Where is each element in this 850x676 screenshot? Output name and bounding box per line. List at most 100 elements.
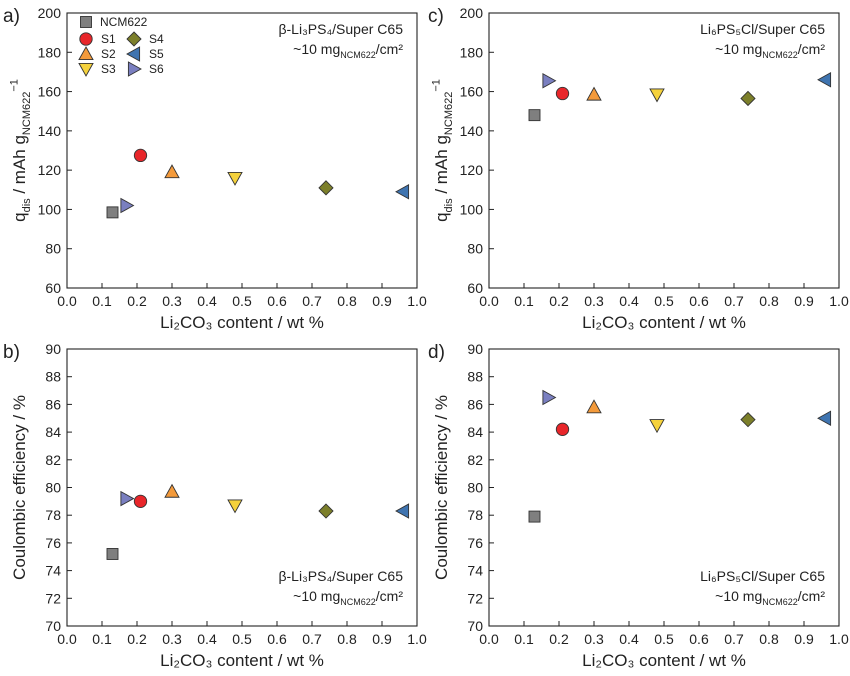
legend-marker	[127, 61, 142, 77]
annotation-line: Li₆PS₅Cl/Super C65	[700, 21, 825, 37]
x-tick-label: 0.8	[337, 293, 357, 309]
x-tick-label: 0.3	[162, 631, 182, 647]
data-point-s6	[120, 197, 135, 214]
x-tick-label: 0.7	[724, 293, 744, 309]
data-point-s1	[555, 422, 570, 436]
y-tick-label: 120	[38, 162, 62, 178]
panel-letter: c)	[428, 6, 444, 27]
x-tick-label: 0.6	[689, 293, 709, 309]
legend-label: NCM622	[100, 15, 148, 29]
y-tick-label: 90	[467, 341, 483, 357]
data-point-s4	[318, 180, 334, 196]
annotation-line: Li₆PS₅Cl/Super C65	[700, 568, 825, 584]
x-tick-label: 0.3	[584, 293, 604, 309]
y-tick-label: 140	[38, 123, 62, 139]
y-tick-label: 72	[467, 590, 483, 606]
data-point-s6	[120, 490, 135, 507]
data-point-ncm622	[106, 206, 119, 219]
x-tick-label: 0.3	[584, 631, 604, 647]
panel-letter: a)	[3, 6, 20, 27]
data-point-s5	[817, 410, 832, 427]
y-axis-label: qdis​ / mAh gNCM622​−1​	[430, 79, 455, 222]
y-tick-label: 72	[45, 590, 61, 606]
y-tick-label: 86	[467, 396, 483, 412]
data-point-s2	[586, 399, 602, 414]
x-tick-label: 0.9	[372, 293, 392, 309]
x-axis-label: Li₂CO₃ content / wt %	[160, 651, 324, 670]
x-tick-label: 0.2	[549, 293, 569, 309]
data-point-s1	[133, 494, 148, 508]
y-tick-label: 200	[38, 5, 62, 21]
y-axis-label: Coulombic efficiency / %	[10, 395, 29, 580]
data-point-ncm622	[528, 109, 541, 122]
data-point-s5	[395, 503, 410, 519]
x-tick-label: 0.2	[127, 293, 147, 309]
x-tick-label: 0.7	[302, 293, 322, 309]
data-point-s5	[817, 72, 832, 88]
legend-marker	[78, 62, 94, 77]
x-tick-label: 0.4	[619, 293, 639, 309]
y-tick-label: 78	[467, 507, 483, 523]
legend-marker	[126, 31, 142, 47]
y-tick-label: 74	[45, 563, 61, 579]
y-tick-label: 82	[467, 452, 483, 468]
x-tick-label: 0.1	[514, 631, 534, 647]
legend-label: S2	[101, 47, 116, 61]
panel-c: 0.0 0.1 0.2 0.3 0.4 0.5 0.6 0.7 0.8 0.9 1.0 60 80 100…	[428, 5, 849, 332]
y-tick-label: 88	[45, 369, 61, 385]
plot-frame	[488, 348, 840, 627]
y-tick-label: 60	[45, 280, 61, 296]
x-tick-label: 0.5	[232, 631, 252, 647]
x-tick-label: 0.6	[267, 631, 287, 647]
y-tick-label: 160	[460, 84, 484, 100]
x-tick-label: 0.5	[654, 631, 674, 647]
x-tick-label: 0.9	[794, 631, 814, 647]
x-tick-label: 0.4	[197, 293, 217, 309]
x-tick-label: 0.6	[267, 293, 287, 309]
data-point-s4	[740, 90, 756, 107]
legend-label: S3	[101, 62, 116, 76]
data-point-s2	[586, 86, 602, 101]
panel-d: 0.0 0.1 0.2 0.3 0.4 0.5 0.6 0.7 0.8 0.9 1.0 70 72 74 7…	[428, 341, 849, 670]
x-tick-label: 1.0	[407, 293, 427, 309]
y-tick-label: 180	[38, 44, 62, 60]
annotation-line: ~10 mgNCM622​/cm²	[293, 41, 403, 60]
x-tick-label: 0.1	[514, 293, 534, 309]
x-tick-label: 1.0	[407, 631, 427, 647]
y-tick-label: 180	[460, 44, 484, 60]
legend-marker	[80, 16, 92, 28]
panel-letter: d)	[428, 342, 445, 363]
y-tick-label: 76	[45, 535, 61, 551]
x-tick-label: 0.2	[127, 631, 147, 647]
legend-marker	[79, 32, 93, 46]
legend-label: S6	[149, 62, 164, 76]
x-tick-label: 0.8	[759, 293, 779, 309]
legend-label: S5	[149, 47, 164, 61]
x-tick-label: 0.2	[549, 631, 569, 647]
panel-letter: b)	[3, 342, 20, 363]
x-tick-label: 0.1	[92, 293, 112, 309]
data-point-s2	[164, 164, 180, 179]
x-axis-label: Li₂CO₃ content / wt %	[582, 651, 746, 670]
y-axis-label: Coulombic efficiency / %	[432, 395, 451, 580]
x-tick-label: 0.0	[479, 293, 499, 309]
data-point-s4	[318, 503, 334, 519]
data-point-s1	[133, 148, 148, 163]
legend-label: S1	[101, 32, 116, 46]
annotation-line: ~10 mgNCM622​/cm²	[715, 588, 825, 607]
annotation-line: β-Li₃PS₄/Super C65	[278, 21, 403, 37]
data-point-s6	[542, 73, 557, 89]
x-tick-label: 0.1	[92, 631, 112, 647]
data-point-s3	[649, 419, 665, 434]
y-tick-label: 84	[45, 424, 61, 440]
x-tick-label: 0.8	[337, 631, 357, 647]
data-point-s2	[164, 483, 180, 498]
y-tick-label: 80	[45, 480, 61, 496]
panel-a: 0.0 0.1 0.2 0.3 0.4 0.5 0.6 0.7 0.8 0.9 1.0 60 80 100…	[3, 5, 427, 332]
data-point-ncm622	[528, 510, 541, 523]
y-tick-label: 88	[467, 369, 483, 385]
y-tick-label: 78	[45, 507, 61, 523]
y-tick-label: 74	[467, 563, 483, 579]
